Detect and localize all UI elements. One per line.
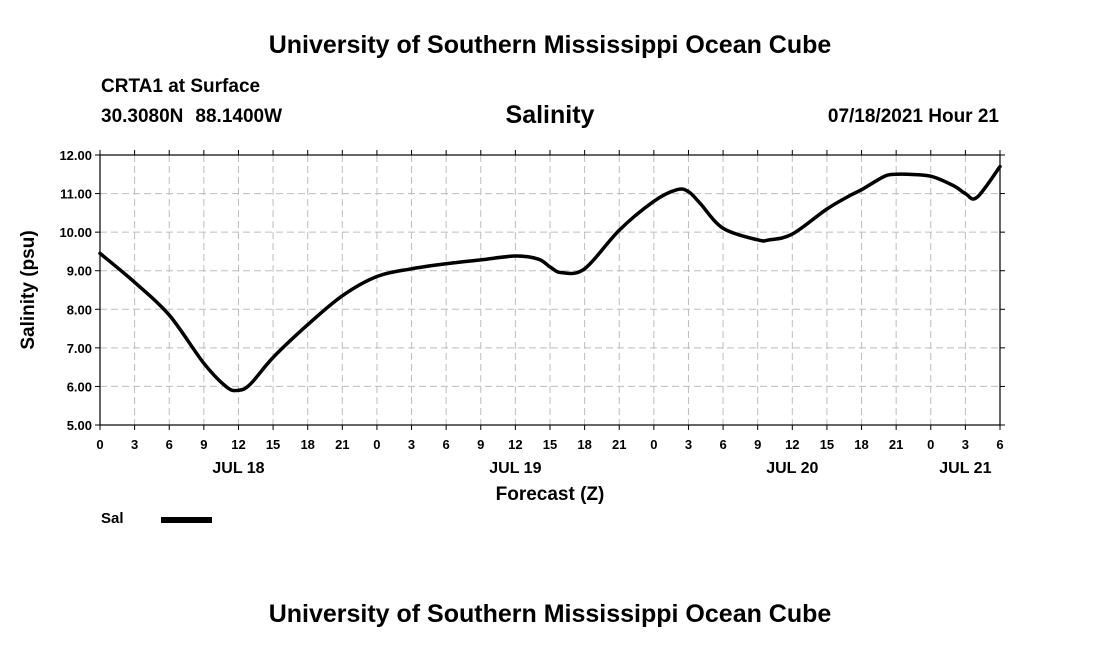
page-title: University of Southern Mississippi Ocean… — [268, 31, 832, 59]
longitude: 88.1400W — [195, 106, 283, 127]
x-tick-label: 15 — [266, 437, 280, 452]
legend-swatch — [161, 517, 212, 523]
x-tick-label: 6 — [719, 437, 726, 452]
station-label: CRTA1 at Surface — [101, 76, 261, 97]
x-tick-label: 6 — [443, 437, 450, 452]
chart-grid — [100, 155, 1000, 425]
day-label: JUL 20 — [766, 460, 818, 477]
x-tick-label: 21 — [335, 437, 349, 452]
x-tick-label: 18 — [577, 437, 591, 452]
y-tick-label: 10.00 — [59, 225, 92, 240]
y-tick-label: 11.00 — [60, 187, 92, 202]
x-tick-label: 18 — [300, 437, 314, 452]
day-label: JUL 19 — [489, 460, 541, 477]
y-tick-label: 12.00 — [59, 148, 92, 163]
day-label: JUL 18 — [212, 460, 264, 477]
legend-label: Sal — [101, 510, 124, 527]
footer-title: University of Southern Mississippi Ocean… — [268, 600, 832, 628]
x-tick-label: 12 — [785, 437, 799, 452]
x-tick-label: 0 — [373, 437, 380, 452]
chart-ticks — [95, 150, 1005, 430]
y-tick-label: 9.00 — [67, 264, 92, 279]
x-tick-label: 21 — [612, 437, 626, 452]
x-tick-label: 6 — [996, 437, 1003, 452]
x-tick-label: 0 — [650, 437, 657, 452]
x-tick-label: 0 — [96, 437, 103, 452]
y-tick-label: 7.00 — [67, 341, 92, 356]
x-tick-label: 21 — [889, 437, 903, 452]
y-tick-label: 8.00 — [67, 302, 92, 317]
day-label: JUL 21 — [939, 460, 991, 477]
x-tick-label: 9 — [754, 437, 761, 452]
x-tick-label: 9 — [200, 437, 207, 452]
x-tick-label: 15 — [820, 437, 834, 452]
x-tick-label: 6 — [166, 437, 173, 452]
x-tick-label: 3 — [685, 437, 692, 452]
x-tick-label: 3 — [131, 437, 138, 452]
forecast-datetime: 07/18/2021 Hour 21 — [827, 106, 999, 127]
y-tick-label: 5.00 — [67, 418, 92, 433]
coordinates: 30.3080N 88.1400W — [101, 106, 282, 128]
chart-series — [98, 164, 1002, 393]
x-tick-label: 12 — [508, 437, 522, 452]
x-tick-label: 18 — [854, 437, 868, 452]
x-tick-label: 12 — [231, 437, 245, 452]
chart-labels: 5.00 6.00 7.00 8.00 9.00 10.00 11.00 12.00 0 3 6 9 1… — [18, 148, 1004, 505]
y-tick-label: 6.00 — [67, 379, 92, 394]
variable-title: Salinity — [505, 101, 595, 129]
y-axis-title: Salinity (psu) — [18, 230, 39, 349]
x-tick-label: 3 — [962, 437, 969, 452]
x-tick-label: 3 — [408, 437, 415, 452]
x-tick-label: 15 — [543, 437, 557, 452]
x-tick-label: 9 — [477, 437, 484, 452]
latitude: 30.3080N — [101, 106, 184, 127]
series-line-sal — [98, 164, 1002, 393]
x-axis-title: Forecast (Z) — [496, 484, 605, 505]
x-tick-label: 0 — [927, 437, 934, 452]
